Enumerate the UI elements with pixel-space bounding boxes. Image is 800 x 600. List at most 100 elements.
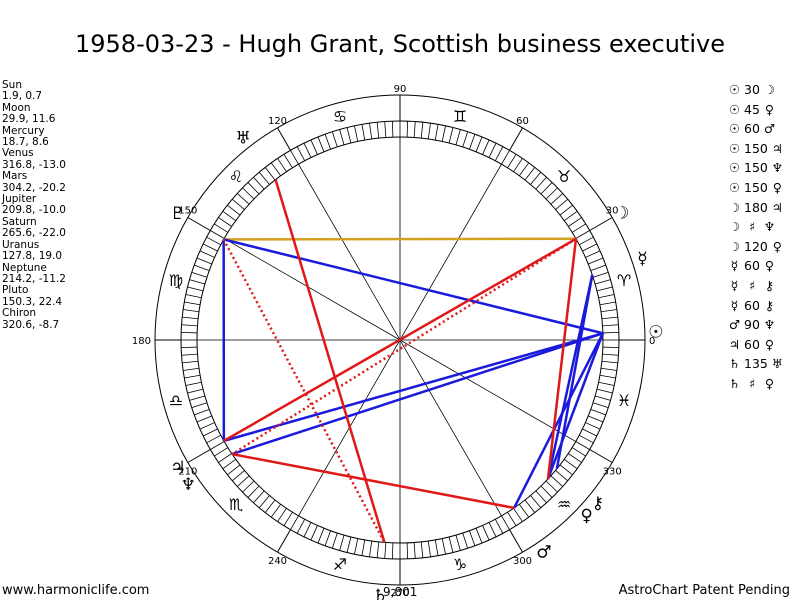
aspect-planet-b: ♀ (764, 258, 775, 274)
degree-tick (182, 316, 199, 320)
aspect-row: ☉ 150 ♃ (728, 139, 784, 159)
degree-tick (214, 223, 229, 233)
degree-tick (585, 422, 601, 430)
zodiac-sign-glyph: ♌ (229, 167, 243, 186)
degree-tick (247, 182, 260, 195)
degree-tick (462, 131, 469, 148)
zodiac-sign-glyph: ♐ (333, 555, 347, 574)
degree-label: 60 (516, 116, 529, 127)
aspect-line (223, 237, 577, 442)
degree-tick (264, 167, 276, 181)
aspect-line (274, 179, 386, 543)
degree-label: 210 (178, 467, 197, 478)
aspect-row: ☉ 150 ♆ (728, 158, 784, 178)
degree-tick (420, 541, 424, 558)
zodiac-sign-glyph: ♍ (169, 271, 183, 290)
planet-name-neptune: Neptune (2, 261, 47, 274)
aspect-row: ☽ 120 ♀ (728, 237, 784, 257)
degree-tick (518, 162, 530, 177)
zodiac-sign-glyph: ♈ (617, 271, 631, 290)
degree-tick (540, 182, 553, 195)
degree-tick (317, 136, 325, 152)
aspect-angle: 30 (744, 82, 760, 97)
degree-tick (406, 542, 409, 559)
degree-tick (413, 121, 416, 138)
aspect-planet-b: ♀ (764, 101, 775, 117)
aspect-angle: 150 (744, 140, 768, 156)
degree-tick (290, 150, 299, 165)
aspect-angle: ♯ (748, 375, 756, 391)
degree-tick (441, 125, 446, 142)
aspect-planet-b: ♅ (771, 356, 783, 372)
degree-tick (369, 540, 373, 557)
degree-tick (206, 434, 221, 444)
zodiac-sign-glyph: ♒ (557, 495, 571, 514)
degree-tick (184, 301, 201, 306)
aspect-lines (222, 179, 605, 543)
degree-tick (590, 264, 606, 271)
degree-tick (501, 515, 510, 530)
degree-tick (590, 409, 606, 416)
aspect-planet-a: ☿ (730, 277, 739, 293)
planet-glyph-venus: ♀ (580, 506, 592, 526)
aspect-planet-a: ☽ (728, 219, 741, 235)
degree-tick (191, 402, 208, 409)
planet-glyph-mercury: ☿ (637, 249, 647, 269)
degree-tick (475, 528, 483, 544)
planet-glyph-pluto: ♇ (170, 204, 185, 224)
division-spoke-outer (187, 449, 211, 463)
planet-glyph-sun: ☉ (648, 323, 663, 343)
aspect-planet-a: ☉ (728, 160, 741, 176)
degree-tick (563, 458, 578, 470)
footer-website-link[interactable]: www.harmoniclife.com (2, 583, 150, 598)
planet-coords-saturn: 265.6, -22.0 (2, 227, 66, 240)
degree-tick (406, 121, 409, 138)
planet-coords-uranus: 127.8, 19.0 (2, 250, 63, 263)
degree-tick (596, 286, 613, 292)
degree-tick (441, 538, 446, 555)
degree-labels: 0 30 60 90 120 150 180 210 240 270 300 330 (132, 84, 655, 599)
division-spoke-outer (589, 449, 613, 463)
degree-tick (494, 519, 504, 534)
degree-tick (600, 309, 617, 313)
aspect-row: ♄ ♯ ♀ (728, 374, 784, 394)
planet-coords-jupiter: 209.8, -10.0 (2, 204, 66, 217)
degree-tick (376, 541, 380, 558)
degree-tick (579, 434, 594, 444)
degree-tick (545, 480, 558, 493)
degree-label: 0 (649, 336, 655, 347)
degree-tick (448, 127, 454, 144)
degree-tick (303, 142, 312, 158)
degree-tick (595, 395, 611, 401)
aspect-planet-a: ☉ (728, 101, 741, 117)
degree-tick (420, 122, 424, 139)
degree-tick (571, 447, 586, 457)
planet-name-pluto: Pluto (2, 284, 29, 297)
degree-tick (218, 217, 232, 227)
degree-tick (427, 540, 431, 557)
degree-tick (247, 485, 260, 498)
degree-tick (189, 395, 205, 401)
degree-label: 180 (132, 336, 151, 347)
aspect-list: ☉ 30 ☽ ☉ 45 ♀ ☉ 60 ♂ ☉ 150 ♃ ☉ 150 ♆ ☉ 150 ♀ ☽ 180 ♃ ☽ ♯ ♆ ☽ 120 ♀… (728, 80, 784, 394)
degree-tick (339, 535, 345, 551)
degree-tick (602, 353, 619, 356)
aspect-planet-a: ☉ (728, 121, 741, 137)
planet-position-list: Sun 1.9, 0.7 Moon 29.9, 11.6 Mercury 18.7, 8.… (2, 79, 66, 331)
aspect-angle: 45 (744, 101, 760, 117)
degree-label: 300 (513, 556, 532, 567)
degree-tick (384, 542, 387, 559)
degree-tick (346, 127, 352, 144)
planet-glyph-chiron: ⚷ (592, 493, 604, 513)
degree-tick (310, 139, 318, 155)
aspect-angle: 60 (744, 258, 760, 274)
degree-tick (535, 176, 547, 190)
degree-tick (270, 503, 282, 518)
degree-tick (530, 495, 542, 509)
degree-tick (462, 532, 469, 549)
aspect-row: ☉ 30 ☽ (728, 80, 784, 100)
degree-tick (582, 428, 598, 437)
degree-tick (384, 121, 387, 138)
aspect-planet-b: ♀ (772, 179, 782, 195)
zodiac-sign-glyph: ♑ (453, 555, 467, 574)
